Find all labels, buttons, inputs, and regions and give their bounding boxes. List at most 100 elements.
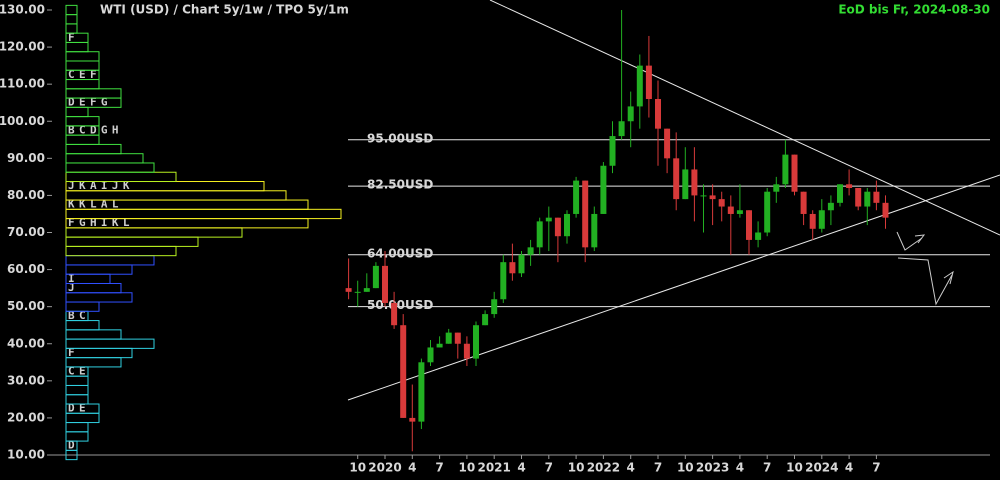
candle-body	[391, 302, 398, 326]
candle-body	[536, 221, 543, 248]
tpo-row	[65, 143, 122, 155]
tpo-letters: DE	[68, 402, 90, 415]
candle-body	[545, 217, 552, 222]
tpo-row	[65, 227, 243, 238]
tpo-letters: F	[68, 346, 79, 359]
tpo-letters: JKAIJK	[68, 179, 134, 192]
y-tick-label: 70.00	[7, 225, 45, 239]
candle-body	[864, 191, 871, 207]
candle-body	[673, 158, 680, 200]
arrow	[943, 270, 954, 285]
candle-body	[837, 184, 843, 203]
y-tick-label: 40.00	[7, 336, 45, 350]
candle-body	[882, 202, 889, 218]
tpo-row	[65, 134, 100, 145]
arrow	[914, 234, 926, 244]
x-tick-label: 10	[786, 461, 803, 475]
y-tick-label: 60.00	[7, 262, 45, 276]
tpo-letters: FGHIKL	[68, 216, 134, 229]
y-tick-label: 130.00	[0, 3, 45, 17]
candle-body	[718, 199, 725, 207]
level-label: 50.00USD	[367, 298, 433, 312]
candle-body	[582, 180, 589, 248]
candle-body	[600, 165, 607, 214]
candle-body	[363, 288, 370, 292]
candle-body	[518, 254, 525, 274]
candle-body	[809, 213, 816, 229]
level-label: 82.50USD	[367, 178, 433, 192]
tpo-row	[65, 338, 155, 349]
tpo-letters: F	[68, 31, 79, 44]
x-tick-label: 4	[408, 461, 416, 475]
x-tick-label: 2021	[477, 461, 510, 475]
tpo-letters: BC	[68, 309, 90, 322]
x-tick-label: 4	[517, 461, 525, 475]
candle-body	[500, 262, 507, 300]
tpo-row	[65, 153, 144, 164]
candle-body	[782, 154, 789, 185]
level-label: 64.00USD	[367, 246, 433, 260]
tpo-row	[65, 14, 78, 25]
chart-subtitle: EoD bis Fr, 2024-08-30	[838, 3, 990, 17]
tpo-letters: DEFG	[68, 96, 112, 109]
candle-body	[591, 213, 598, 248]
candle-body	[372, 265, 379, 289]
candle-body	[855, 188, 862, 207]
y-tick-label: 80.00	[7, 188, 45, 202]
candle-body	[482, 314, 489, 326]
candle-body	[436, 343, 443, 348]
x-tick-label: 2024	[805, 461, 838, 475]
y-tick-label: 30.00	[7, 373, 45, 387]
tpo-letters: CEF	[68, 68, 101, 81]
candle-body	[454, 332, 461, 344]
tpo-row	[65, 162, 155, 173]
x-tick-label: 7	[654, 461, 662, 475]
candle-body	[764, 191, 771, 233]
tpo-row	[65, 422, 89, 433]
candle-body	[564, 213, 570, 237]
tpo-row	[65, 292, 133, 303]
candle-body	[609, 136, 616, 166]
y-tick-label: 100.00	[0, 114, 45, 128]
candle-body	[427, 347, 434, 363]
candle-body	[700, 195, 707, 197]
tpo-row	[65, 236, 199, 247]
tpo-row	[65, 384, 89, 396]
candle-body	[636, 65, 643, 107]
x-tick-label: 10	[349, 461, 366, 475]
candle-body	[409, 417, 416, 422]
candle-body	[846, 184, 853, 188]
level-label: 95.00USD	[367, 131, 433, 145]
candle-body	[554, 217, 561, 237]
y-tick-label: 50.00	[7, 299, 45, 313]
tpo-row	[65, 41, 89, 53]
x-tick-label: 2022	[587, 461, 620, 475]
candle-body	[509, 262, 516, 274]
candle-body	[473, 325, 479, 359]
tpo-row	[65, 245, 177, 257]
y-tick-label: 90.00	[7, 151, 45, 165]
tpo-row	[65, 320, 100, 331]
tpo-row	[65, 412, 100, 424]
x-tick-label: 7	[763, 461, 771, 475]
candle-body	[755, 232, 762, 240]
candle-body	[418, 362, 425, 422]
candle-body	[645, 65, 652, 99]
x-tick-label: 7	[872, 461, 880, 475]
candle-body	[727, 206, 734, 214]
x-tick-label: 4	[627, 461, 635, 475]
x-tick-label: 4	[845, 461, 853, 475]
candle-body	[573, 180, 580, 214]
tpo-row	[65, 79, 100, 90]
tpo-letters: KKLAL	[68, 198, 123, 211]
candle-body	[491, 299, 498, 315]
chart-title: WTI (USD) / Chart 5y/1w / TPO 5y/1m	[100, 3, 349, 17]
candle-body	[709, 195, 716, 200]
tpo-row	[65, 329, 122, 340]
y-tick-label: 120.00	[0, 40, 45, 54]
x-tick-label: 7	[435, 461, 443, 475]
candle-body	[445, 332, 452, 344]
arrow	[896, 231, 923, 251]
trend-line	[347, 174, 1000, 401]
